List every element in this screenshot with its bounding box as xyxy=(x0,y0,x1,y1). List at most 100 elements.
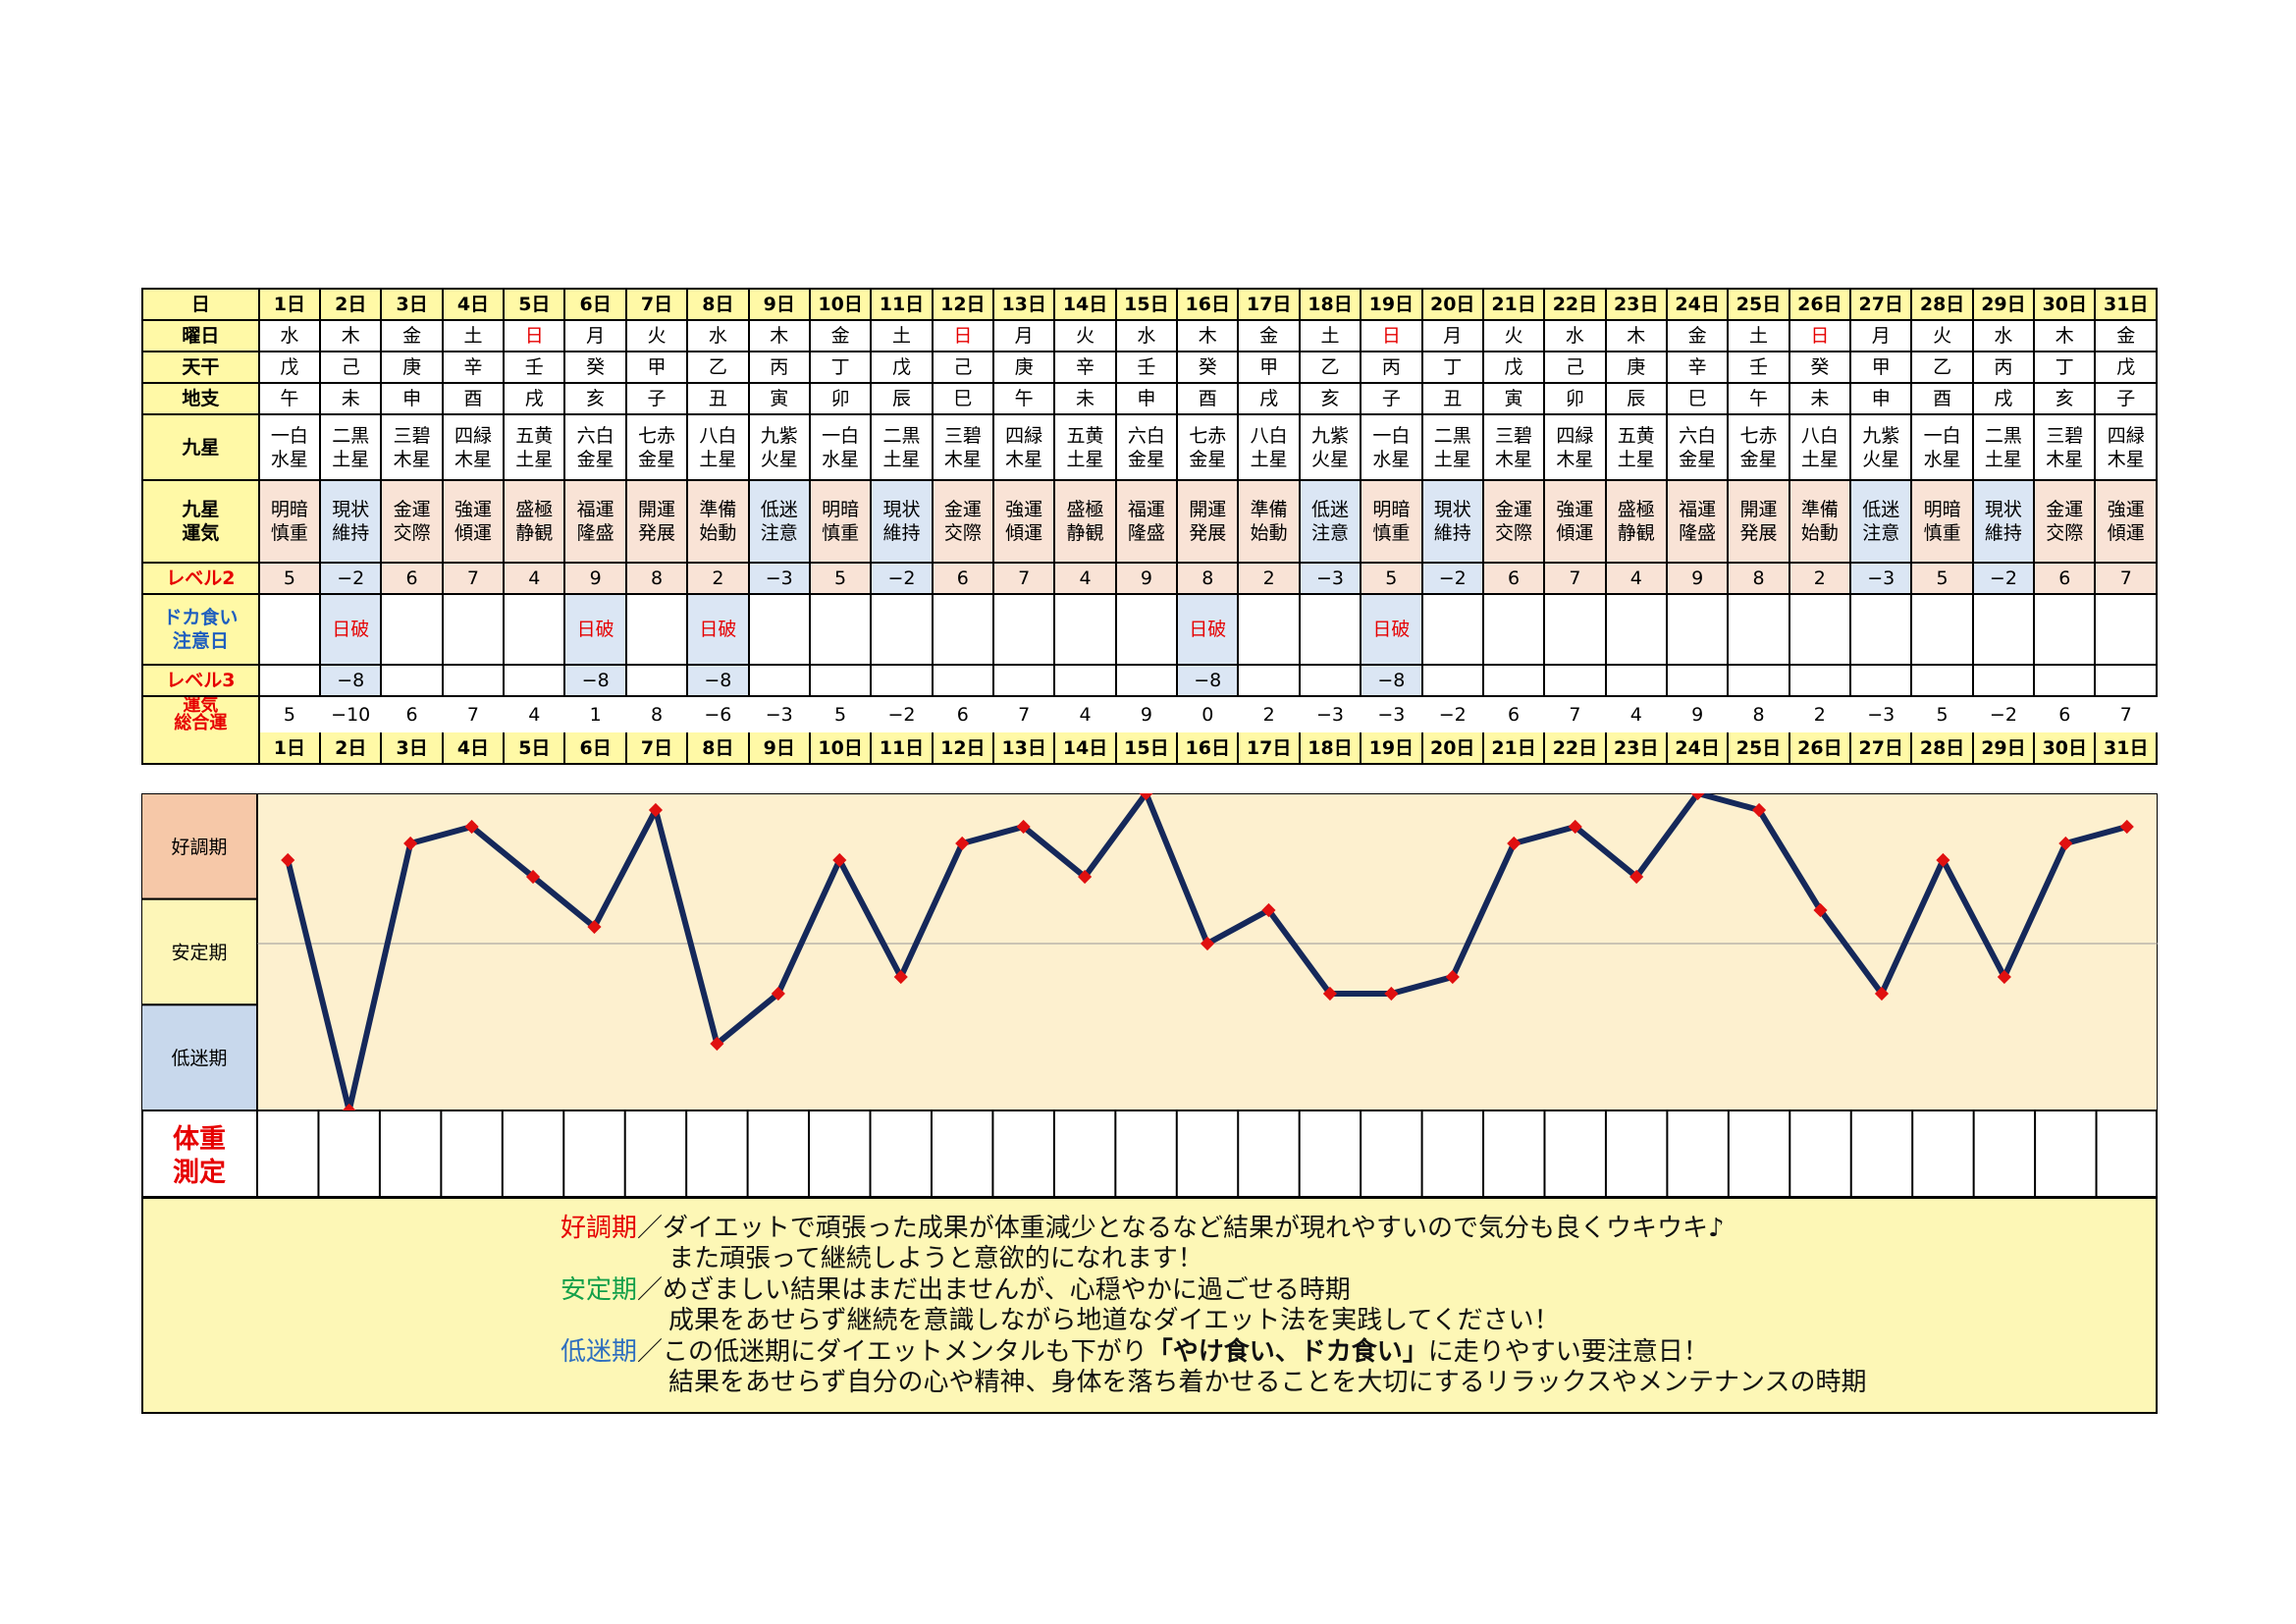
cell-line: 五黄 xyxy=(1066,424,1104,447)
cell-chishi: 亥 xyxy=(2033,382,2097,415)
cell-line: 静観 xyxy=(1617,522,1655,544)
cell-unki: 福運 隆盛 xyxy=(563,479,627,564)
data-point-8 xyxy=(710,1036,724,1052)
cell-days: 13日 xyxy=(991,288,1056,321)
cell-level3 xyxy=(1971,664,2036,697)
cell-tenkan: 丙 xyxy=(1360,351,1423,384)
cell-line: 木星 xyxy=(393,448,431,470)
cell-kyusei: 三碧 木星 xyxy=(931,413,995,481)
cell-days: 28日 xyxy=(1910,732,1974,765)
cell-line: 三碧 xyxy=(393,424,431,447)
cell-chishi: 丑 xyxy=(1420,382,1484,415)
cell-days: 17日 xyxy=(1237,288,1301,321)
cell-unki: 福運 隆盛 xyxy=(1114,479,1179,564)
cell-unki: 明暗 慎重 xyxy=(1360,479,1423,564)
cell-chishi: 子 xyxy=(2094,382,2158,415)
cell-level3 xyxy=(1481,664,1546,697)
cell-weekdays: 土 xyxy=(441,319,506,352)
row-days: 日 1日 2日 3日 4日 5日 6日 7日 8日 9日 10日 11日 12日 13日 14日 15日 16日… xyxy=(141,288,2158,321)
cell-level2: 4 xyxy=(503,562,566,595)
row-label: 日 xyxy=(141,288,260,321)
cell-level2: 9 xyxy=(1114,562,1179,595)
cell-line: 土星 xyxy=(882,448,921,470)
cell-sogo_text: 6 xyxy=(2034,695,2096,732)
legend-line-2: また頑張って継続しようと意欲的になれます！ xyxy=(668,1244,1203,1273)
row-label: レベル3 xyxy=(141,664,260,697)
cell-tenkan: 壬 xyxy=(503,351,566,384)
row-label-line: 総合運 xyxy=(174,713,228,732)
cell-days: 13日 xyxy=(991,732,1056,765)
cell-line: 始動 xyxy=(1250,522,1288,544)
cell-sogo_text: −3 xyxy=(1850,695,1912,732)
cell-days: 17日 xyxy=(1237,732,1301,765)
cell-tenkan: 丙 xyxy=(747,351,811,384)
cell-line: 隆盛 xyxy=(576,522,614,544)
cell-line: 維持 xyxy=(332,522,370,544)
cell-unki: 現状 維持 xyxy=(1971,479,2036,564)
cell-kyusei: 二黒 土星 xyxy=(319,413,383,481)
cell-line: 水星 xyxy=(270,448,308,470)
weight-label-1: 体重 xyxy=(173,1124,226,1155)
legend-teimei-text-c: に走りやすい要注意日！ xyxy=(1427,1337,1709,1367)
cell-level2: 6 xyxy=(1481,562,1546,595)
cell-sogo_text: 8 xyxy=(625,695,688,732)
cell-unki: 開運 発展 xyxy=(1727,479,1790,564)
cell-line: 隆盛 xyxy=(1679,522,1717,544)
cell-line: 維持 xyxy=(882,522,921,544)
cell-line: 土星 xyxy=(1433,448,1471,470)
cell-sogo_text: 5 xyxy=(809,695,872,732)
cell-line: 隆盛 xyxy=(1127,522,1165,544)
cell-days: 25日 xyxy=(1727,288,1790,321)
cell-days: 22日 xyxy=(1543,732,1607,765)
cell-line: 一白 xyxy=(822,424,860,447)
cell-line: 準備 xyxy=(1800,499,1839,520)
cell-days: 1日 xyxy=(257,732,322,765)
cell-days: 8日 xyxy=(686,732,750,765)
cell-kyusei: 六白 金星 xyxy=(1665,413,1730,481)
data-point-1 xyxy=(281,852,295,868)
cell-days: 28日 xyxy=(1910,288,1974,321)
cell-line: 土星 xyxy=(1800,448,1839,470)
cell-level3: −8 xyxy=(1176,664,1240,697)
cell-days: 24日 xyxy=(1665,732,1730,765)
row-label: ドカ食い 注意日 xyxy=(141,593,260,666)
cell-kyusei: 三碧 木星 xyxy=(2033,413,2097,481)
cell-chishi: 午 xyxy=(257,382,322,415)
cell-sogo_text: 5 xyxy=(258,695,321,732)
cell-line: 交際 xyxy=(2046,522,2084,544)
cell-line: 木星 xyxy=(2046,448,2084,470)
cell-days: 12日 xyxy=(931,732,995,765)
data-point-19 xyxy=(1384,986,1399,1001)
cell-days: 4日 xyxy=(441,288,506,321)
cell-unki: 金運 交際 xyxy=(1481,479,1546,564)
cell-days: 9日 xyxy=(747,288,811,321)
cell-kyusei: 一白 水星 xyxy=(808,413,873,481)
cell-kyusei: 九紫 火星 xyxy=(747,413,811,481)
cell-line: 注意 xyxy=(760,522,798,544)
cell-line: 一白 xyxy=(1923,424,1961,447)
cell-line: 福運 xyxy=(576,499,614,520)
cell-level2: 2 xyxy=(1237,562,1301,595)
cell-line: 六白 xyxy=(576,424,614,447)
row-days: 1日 2日 3日 4日 5日 6日 7日 8日 9日 10日 11日 12日 13日 14日 15日 16日 1… xyxy=(141,732,2158,765)
cell-sogo_text: 2 xyxy=(1238,695,1300,732)
cell-chishi: 亥 xyxy=(1298,382,1362,415)
cell-chishi: 午 xyxy=(991,382,1056,415)
cell-line: 四緑 xyxy=(1005,424,1043,447)
cell-tenkan: 乙 xyxy=(1910,351,1974,384)
cell-doka xyxy=(931,593,995,666)
cell-doka xyxy=(624,593,689,666)
cell-chishi: 巳 xyxy=(1665,382,1730,415)
cell-level2: −2 xyxy=(1971,562,2036,595)
cell-sogo_text: 7 xyxy=(1544,695,1606,732)
cell-weekdays: 水 xyxy=(257,319,322,352)
cell-level2: 6 xyxy=(931,562,995,595)
cell-doka xyxy=(1237,593,1301,666)
cell-tenkan: 戊 xyxy=(870,351,934,384)
cell-tenkan: 庚 xyxy=(1604,351,1668,384)
cell-weekdays: 木 xyxy=(1176,319,1240,352)
cell-chishi: 寅 xyxy=(1481,382,1546,415)
cell-tenkan: 辛 xyxy=(1053,351,1117,384)
cell-weekdays: 日 xyxy=(503,319,566,352)
cell-days: 22日 xyxy=(1543,288,1607,321)
